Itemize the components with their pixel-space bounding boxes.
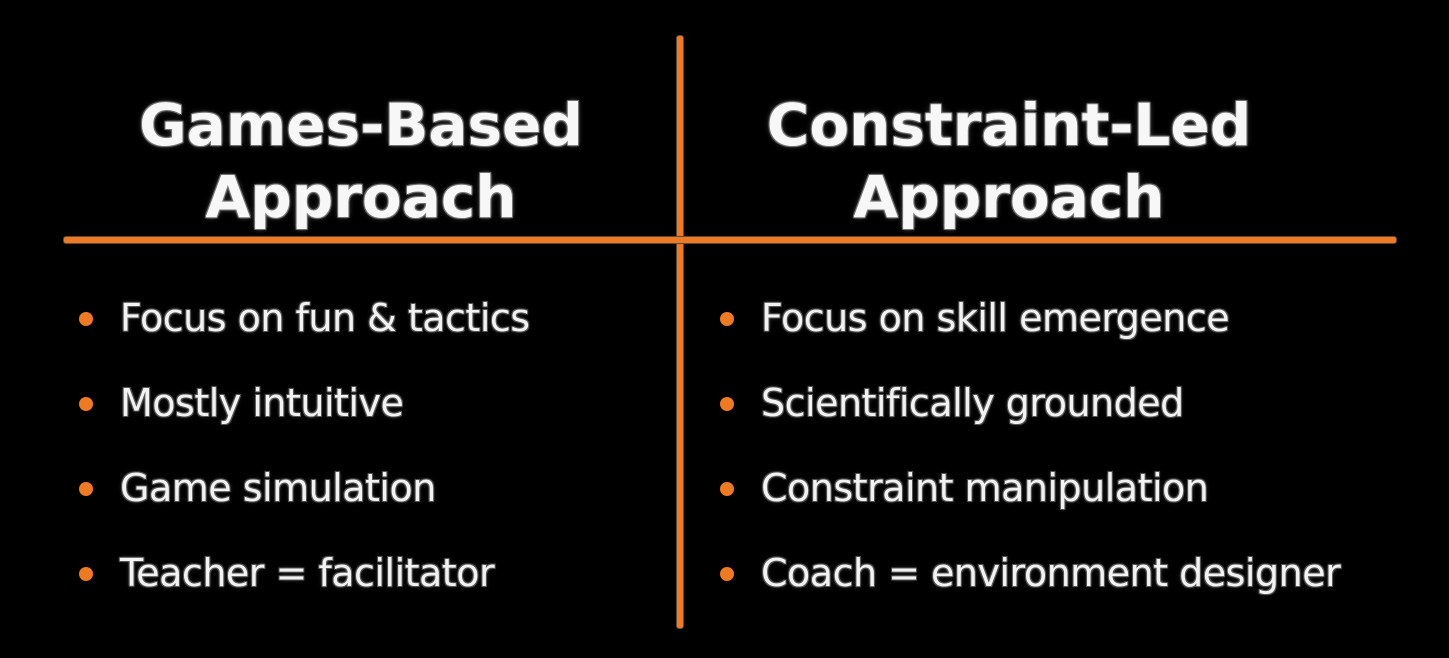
bullet-dot-icon [79,312,93,326]
vertical-divider [677,36,683,628]
list-item-text: Teacher = facilitator [120,551,495,595]
bullet-dot-icon [720,567,734,581]
list-item-text: Focus on skill emergence [761,296,1230,340]
list-item-text: Focus on fun & tactics [120,296,530,340]
list-item: Teacher = facilitator [79,531,530,616]
bullet-dot-icon [720,312,734,326]
constraint-led-heading-line1: Constraint-Led [766,90,1252,159]
list-item: Coach = environment designer [720,531,1341,616]
list-item-text: Constraint manipulation [761,466,1209,510]
list-item: Focus on skill emergence [720,276,1340,361]
games-based-heading-line2: Approach [205,162,517,231]
bullet-dot-icon [720,482,734,496]
games-based-list: Focus on fun & tactics Mostly intuitive … [79,276,530,616]
list-item: Constraint manipulation [720,446,1340,531]
list-item: Mostly intuitive [79,361,530,446]
bullet-dot-icon [79,482,93,496]
list-item-text: Coach = environment designer [761,551,1341,595]
list-item: Focus on fun & tactics [79,276,530,361]
bullet-dot-icon [720,397,734,411]
games-based-heading-line1: Games-Based [139,90,583,159]
horizontal-divider [64,237,1396,243]
games-based-heading: Games-Based Approach [81,89,641,233]
constraint-led-list: Focus on skill emergence Scientifically … [720,276,1341,616]
bullet-dot-icon [79,397,93,411]
list-item: Scientifically grounded [720,361,1340,446]
constraint-led-heading: Constraint-Led Approach [729,89,1289,233]
list-item-text: Mostly intuitive [120,381,404,425]
list-item: Game simulation [79,446,530,531]
list-item-text: Scientifically grounded [761,381,1184,425]
list-item-text: Game simulation [120,466,436,510]
bullet-dot-icon [79,567,93,581]
constraint-led-heading-line2: Approach [853,162,1165,231]
